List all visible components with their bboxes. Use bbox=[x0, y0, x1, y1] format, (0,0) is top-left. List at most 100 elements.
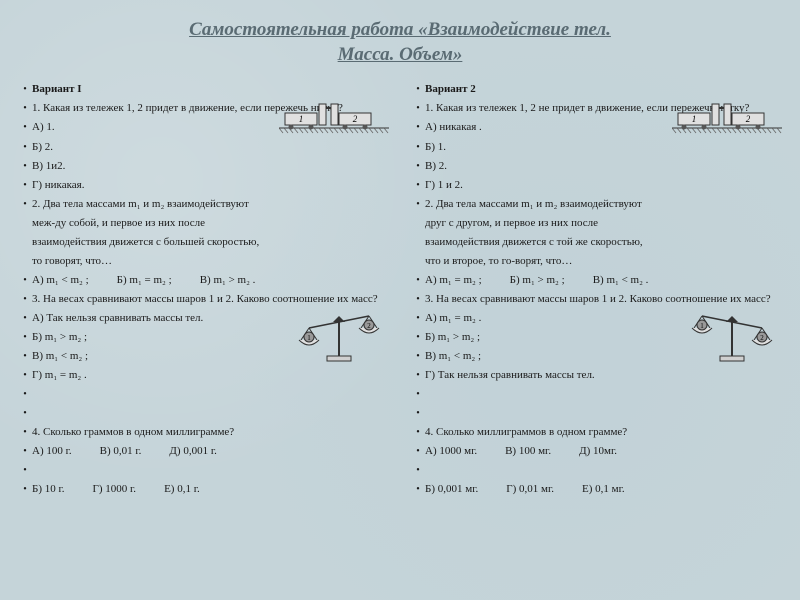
q2-line: взаимодействия движется с большей скорос… bbox=[32, 234, 389, 251]
q2-option: В) m₁ < m₂ . bbox=[593, 272, 649, 289]
bullet-icon: • bbox=[411, 100, 425, 117]
q1-option: А) никакая . bbox=[425, 119, 782, 136]
q3-option: В) m₁ < m₂ ; bbox=[32, 348, 389, 365]
q4-option: А) 100 г. bbox=[32, 443, 72, 460]
variant-2: • Вариант 2 • 1. Какая из тележек 1, 2 н… bbox=[411, 81, 782, 500]
bullet-icon: • bbox=[411, 158, 425, 175]
bullet-icon: • bbox=[18, 405, 32, 422]
q4-option: Г) 0,01 мг. bbox=[506, 481, 554, 498]
q1-text: 1. Какая из тележек 1, 2 не придет в дви… bbox=[425, 100, 782, 117]
q3-option: Б) m₁ > m₂ ; bbox=[425, 329, 782, 346]
bullet-icon: • bbox=[411, 81, 425, 98]
bullet-icon: • bbox=[18, 481, 32, 498]
q2-option: Б) m₁ = m₂ ; bbox=[117, 272, 172, 289]
bullet-icon: • bbox=[18, 310, 32, 327]
q1-option: В) 2. bbox=[425, 158, 782, 175]
bullet-icon: • bbox=[411, 386, 425, 403]
q4-row: А) 100 г. В) 0,01 г. Д) 0,001 г. bbox=[32, 443, 389, 460]
bullet-icon: • bbox=[18, 424, 32, 441]
bullet-icon: • bbox=[18, 348, 32, 365]
q4-text: 4. Сколько миллиграммов в одном грамме? bbox=[425, 424, 782, 441]
q4-row: А) 1000 мг. В) 100 мг. Д) 10мг. bbox=[425, 443, 782, 460]
q1-option: Б) 1. bbox=[425, 139, 782, 156]
q2-option: Б) m₁ > m₂ ; bbox=[510, 272, 565, 289]
q4-option: Г) 1000 г. bbox=[93, 481, 137, 498]
bullet-icon: • bbox=[18, 462, 32, 479]
title-line2: Масса. Объем» bbox=[338, 44, 463, 65]
q2-line: то говорят, что… bbox=[32, 253, 389, 270]
bullet-icon: • bbox=[18, 291, 32, 308]
q4-text: 4. Сколько граммов в одном миллиграмме? bbox=[32, 424, 389, 441]
bullet-icon: • bbox=[411, 310, 425, 327]
bullet-icon: • bbox=[18, 386, 32, 403]
q4-option: Е) 0,1 мг. bbox=[582, 481, 625, 498]
q1-text: 1. Какая из тележек 1, 2 придет в движен… bbox=[32, 100, 389, 117]
q2-option: А) m₁ = m₂ ; bbox=[425, 272, 482, 289]
q4-option: В) 0,01 г. bbox=[100, 443, 142, 460]
q2-line: меж-ду собой, и первое из них после bbox=[32, 215, 389, 232]
page-title: Самостоятельная работа «Взаимодействие т… bbox=[0, 0, 800, 81]
q2-options: А) m₁ = m₂ ; Б) m₁ > m₂ ; В) m₁ < m₂ . bbox=[425, 272, 782, 289]
q3-option: Г) Так нельзя сравнивать массы тел. bbox=[425, 367, 782, 384]
q3-intro: 3. На весах сравнивают массы шаров 1 и 2… bbox=[32, 291, 389, 308]
q2-line: друг с другом, и первое из них после bbox=[425, 215, 782, 232]
q3-option: А) m₁ = m₂ . 1 2 bbox=[425, 310, 782, 327]
bullet-icon: • bbox=[18, 329, 32, 346]
q2-intro: 2. Два тела массами m₁ и m₂ взаимодейств… bbox=[425, 196, 782, 213]
bullet-icon: • bbox=[18, 100, 32, 117]
q4-row: Б) 10 г. Г) 1000 г. Е) 0,1 г. bbox=[32, 481, 389, 498]
q1-option: Г) никакая. bbox=[32, 177, 389, 194]
bullet-icon: • bbox=[411, 177, 425, 194]
q2-intro: 2. Два тела массами m₁ и m₂ взаимодейств… bbox=[32, 196, 389, 213]
q4-option: Д) 0,001 г. bbox=[169, 443, 216, 460]
q1-option: Г) 1 и 2. bbox=[425, 177, 782, 194]
q4-row: Б) 0,001 мг. Г) 0,01 мг. Е) 0,1 мг. bbox=[425, 481, 782, 498]
bullet-icon: • bbox=[411, 443, 425, 460]
q2-option: А) m₁ < m₂ ; bbox=[32, 272, 89, 289]
bullet-icon: • bbox=[18, 158, 32, 175]
bullet-icon: • bbox=[18, 177, 32, 194]
q3-option: В) m₁ < m₂ ; bbox=[425, 348, 782, 365]
q3-option: Г) m₁ = m₂ . bbox=[32, 367, 389, 384]
bullet-icon: • bbox=[18, 443, 32, 460]
bullet-icon: • bbox=[411, 348, 425, 365]
bullet-icon: • bbox=[18, 272, 32, 289]
bullet-icon: • bbox=[18, 81, 32, 98]
bullet-icon: • bbox=[18, 196, 32, 213]
bullet-icon: • bbox=[411, 329, 425, 346]
q1-option: А) 1. bbox=[32, 119, 389, 136]
q2-line: взаимодействия движется с той же скорост… bbox=[425, 234, 782, 251]
bullet-icon: • bbox=[18, 119, 32, 136]
bullet-icon: • bbox=[411, 367, 425, 384]
variant-heading: Вариант 2 bbox=[425, 81, 782, 98]
q4-option: Д) 10мг. bbox=[579, 443, 617, 460]
bullet-icon: • bbox=[411, 196, 425, 213]
q4-option: Б) 10 г. bbox=[32, 481, 65, 498]
columns: • Вариант I • 1. Какая из тележек 1, 2 п… bbox=[0, 81, 800, 500]
q2-option: В) m₁ > m₂ . bbox=[200, 272, 256, 289]
q2-line: что и второе, то го-ворят, что… bbox=[425, 253, 782, 270]
variant-1: • Вариант I • 1. Какая из тележек 1, 2 п… bbox=[18, 81, 389, 500]
bullet-icon: • bbox=[411, 139, 425, 156]
bullet-icon: • bbox=[411, 291, 425, 308]
bullet-icon: • bbox=[411, 424, 425, 441]
q3-option: Б) m₁ > m₂ ; bbox=[32, 329, 389, 346]
title-line1: Самостоятельная работа «Взаимодействие т… bbox=[189, 19, 611, 40]
bullet-icon: • bbox=[411, 119, 425, 136]
q1-option: В) 1и2. bbox=[32, 158, 389, 175]
bullet-icon: • bbox=[411, 462, 425, 479]
bullet-icon: • bbox=[411, 272, 425, 289]
bullet-icon: • bbox=[18, 139, 32, 156]
q3-option: А) Так нельзя сравнивать массы тел. 1 2 bbox=[32, 310, 389, 327]
bullet-icon: • bbox=[411, 405, 425, 422]
bullet-icon: • bbox=[18, 367, 32, 384]
q2-options: А) m₁ < m₂ ; Б) m₁ = m₂ ; В) m₁ > m₂ . bbox=[32, 272, 389, 289]
variant-heading: Вариант I bbox=[32, 81, 389, 98]
q3-intro: 3. На весах сравнивают массы шаров 1 и 2… bbox=[425, 291, 782, 308]
q4-option: А) 1000 мг. bbox=[425, 443, 477, 460]
bullet-icon: • bbox=[411, 481, 425, 498]
q4-option: Е) 0,1 г. bbox=[164, 481, 200, 498]
q4-option: В) 100 мг. bbox=[505, 443, 551, 460]
q1-option: Б) 2. bbox=[32, 139, 389, 156]
q4-option: Б) 0,001 мг. bbox=[425, 481, 478, 498]
